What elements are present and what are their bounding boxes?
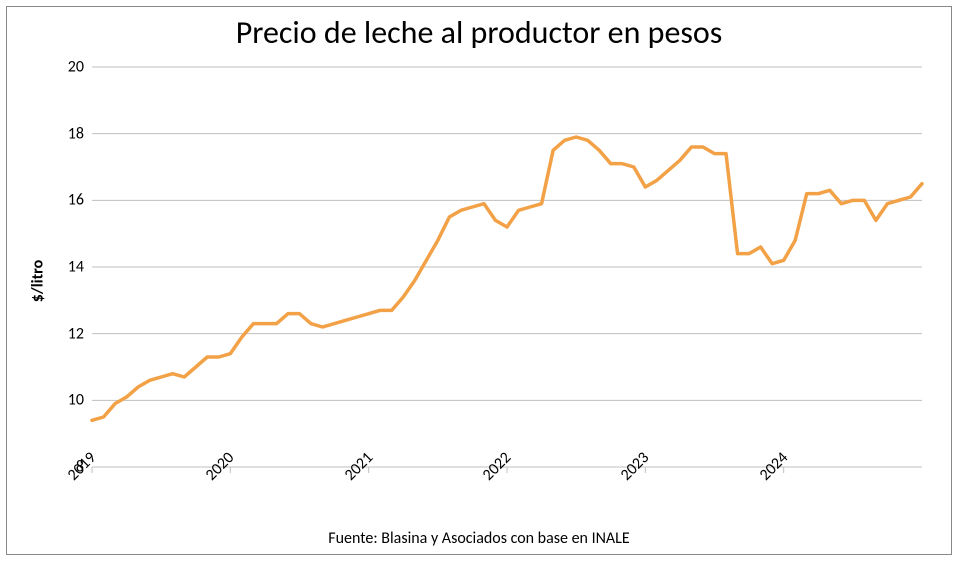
chart-source: Fuente: Blasina y Asociados con base en … (7, 529, 951, 548)
y-tick-label: 20 (44, 58, 92, 77)
chart-svg (92, 67, 922, 467)
plot-area: 8101214161820 201920202021202220232024 (92, 67, 922, 467)
chart-title: Precio de leche al productor en pesos (7, 13, 951, 52)
chart-frame: Precio de leche al productor en pesos $/… (6, 6, 952, 555)
y-tick-label: 18 (44, 124, 92, 143)
y-tick-label: 10 (44, 391, 92, 410)
y-tick-label: 16 (44, 191, 92, 210)
y-tick-label: 14 (44, 258, 92, 277)
price-line-series (92, 137, 922, 420)
y-tick-label: 12 (44, 324, 92, 343)
